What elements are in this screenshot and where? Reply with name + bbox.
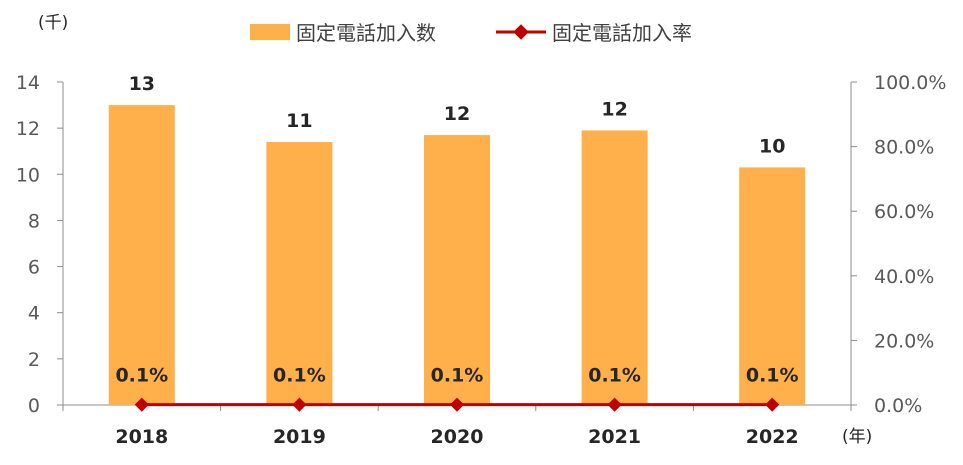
y-left-tick-label: 2 xyxy=(28,349,40,371)
rate-value-label: 0.1% xyxy=(115,365,168,387)
axes: 0 2 4 6 8 10 12 14 0.0% 20.0% 40.0% 60.0% 80.0% 100.0… xyxy=(16,72,947,448)
bar xyxy=(266,141,333,405)
rate-value-label: 0.1% xyxy=(588,365,641,387)
y-right-tick-label: 80.0% xyxy=(874,137,934,159)
bar-value-label: 12 xyxy=(444,103,470,125)
rate-marker xyxy=(292,397,307,412)
y-right-tick-label: 20.0% xyxy=(874,330,934,352)
x-tick-label: 2018 xyxy=(115,426,168,448)
rate-line xyxy=(134,397,780,412)
bar xyxy=(739,167,806,405)
legend-label-bar: 固定電話加入数 xyxy=(296,21,436,45)
y-right-tick-label: 60.0% xyxy=(874,201,934,223)
rate-marker xyxy=(449,397,465,412)
y-left-tick-label: 6 xyxy=(28,257,40,279)
y-left-tick-label: 0 xyxy=(28,395,40,417)
bar-value-label: 11 xyxy=(286,110,312,132)
rate-value-label: 0.1% xyxy=(431,365,484,387)
bars xyxy=(108,105,806,406)
x-tick-label: 2021 xyxy=(588,426,641,448)
bar-value-label: 13 xyxy=(129,73,155,95)
x-tick-label: 2020 xyxy=(431,426,484,448)
bar-value-label: 10 xyxy=(759,135,785,157)
bar xyxy=(108,105,175,406)
rate-value-label: 0.1% xyxy=(746,365,799,387)
x-tick-label: 2022 xyxy=(746,426,799,448)
rate-marker xyxy=(765,397,780,412)
bar xyxy=(581,130,648,405)
y-right-tick-label: 0.0% xyxy=(874,395,922,417)
data-labels: 13 11 12 12 10 0.1% 0.1% 0.1% 0.1% 0.1% xyxy=(115,73,798,387)
legend-label-line: 固定電話加入率 xyxy=(552,21,692,45)
legend: 固定電話加入数 固定電話加入率 xyxy=(250,21,692,45)
y-right-tick-label: 40.0% xyxy=(874,266,934,288)
y-left-tick-label: 8 xyxy=(28,210,40,232)
rate-value-label: 0.1% xyxy=(273,365,326,387)
legend-swatch-bar xyxy=(250,24,290,40)
bar xyxy=(424,135,490,406)
legend-swatch-marker xyxy=(513,24,529,40)
y-left-tick-label: 14 xyxy=(16,72,40,94)
y-left-tick-label: 4 xyxy=(28,303,40,325)
y-left-unit-label: (千) xyxy=(38,13,68,33)
y-left-tick-label: 12 xyxy=(16,118,40,140)
bar-value-label: 12 xyxy=(601,98,627,120)
rate-marker xyxy=(134,397,149,412)
y-right-tick-label: 100.0% xyxy=(874,72,946,94)
x-tick-label: 2019 xyxy=(273,426,326,448)
x-unit-label: (年) xyxy=(842,427,872,447)
y-left-tick-label: 10 xyxy=(16,164,40,186)
rate-marker xyxy=(607,397,622,412)
